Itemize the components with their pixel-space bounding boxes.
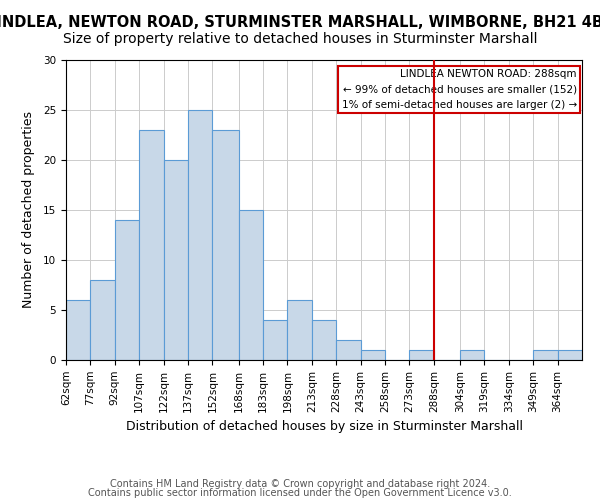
Bar [557,350,582,360]
Bar [212,130,239,360]
Bar [115,220,139,360]
Text: LINDLEA NEWTON ROAD: 288sqm
← 99% of detached houses are smaller (152)
1% of sem: LINDLEA NEWTON ROAD: 288sqm ← 99% of det… [341,69,577,110]
Bar [460,350,484,360]
Bar [188,110,212,360]
Bar [164,160,188,360]
Bar [139,130,164,360]
Bar [66,300,91,360]
Bar [533,350,557,360]
Bar [239,210,263,360]
Text: Contains HM Land Registry data © Crown copyright and database right 2024.: Contains HM Land Registry data © Crown c… [110,479,490,489]
Text: Size of property relative to detached houses in Sturminster Marshall: Size of property relative to detached ho… [63,32,537,46]
Bar [312,320,336,360]
Text: LINDLEA, NEWTON ROAD, STURMINSTER MARSHALL, WIMBORNE, BH21 4BT: LINDLEA, NEWTON ROAD, STURMINSTER MARSHA… [0,15,600,30]
Text: Contains public sector information licensed under the Open Government Licence v3: Contains public sector information licen… [88,488,512,498]
Bar [361,350,385,360]
Bar [91,280,115,360]
Bar [409,350,434,360]
Y-axis label: Number of detached properties: Number of detached properties [22,112,35,308]
Bar [287,300,312,360]
Bar [263,320,287,360]
Bar [336,340,361,360]
X-axis label: Distribution of detached houses by size in Sturminster Marshall: Distribution of detached houses by size … [125,420,523,433]
